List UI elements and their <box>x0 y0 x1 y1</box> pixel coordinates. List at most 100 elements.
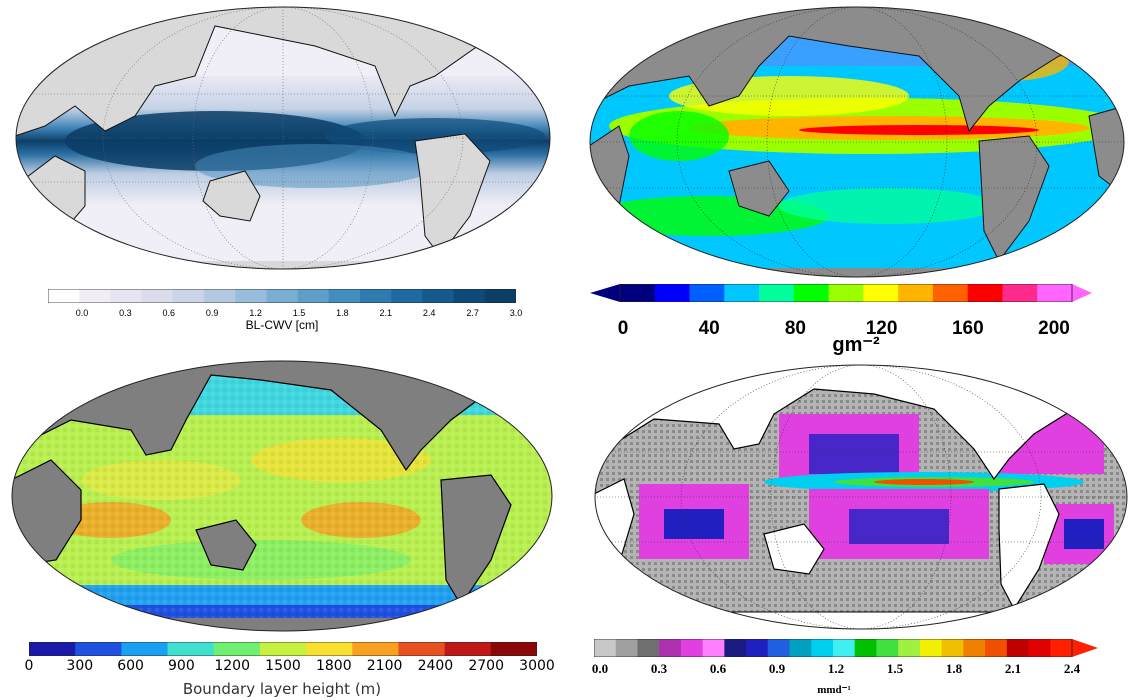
colorbar-segment <box>702 639 725 657</box>
colorbar-outline <box>594 639 1073 657</box>
colorbar-tick-label: 0.6 <box>709 661 727 676</box>
colorbar-segment <box>360 289 392 303</box>
colorbar-extend-high <box>1072 284 1092 302</box>
colorbar-segment <box>48 289 80 303</box>
colorbar-segment <box>637 639 660 657</box>
colorbar-extend-low <box>590 284 620 302</box>
colorbar-precip <box>594 639 1098 657</box>
colorbar-segment <box>172 289 205 303</box>
colorbar-tick-label: 200 <box>1038 318 1070 339</box>
colorbar-title-bl-cwv: BL-CWV [cm] <box>245 318 319 332</box>
colorbar-title-blh: Boundary layer height (m) <box>182 680 382 698</box>
colorbar-segment <box>391 289 423 303</box>
colorbar-segment <box>759 284 795 302</box>
colorbar-segment <box>854 639 877 657</box>
colorbar-tick-label: 0.9 <box>205 308 219 318</box>
colorbar-tick-label: 1.5 <box>292 308 306 318</box>
colorbar-segment <box>689 284 725 302</box>
colorbar-segment <box>121 642 169 656</box>
colorbar-tick-label: 0.0 <box>591 661 609 676</box>
colorbar-segment <box>398 642 446 656</box>
colorbar-segment <box>767 639 791 657</box>
colorbar-segment <box>833 639 856 657</box>
colorbar-segment <box>1050 639 1073 657</box>
colorbar-segment <box>235 289 267 303</box>
colorbar-tick-label: 2.4 <box>1063 661 1081 676</box>
colorbar-segment <box>204 289 236 303</box>
colorbar-segment <box>789 639 812 657</box>
colorbar-tick-label: 0 <box>617 318 629 339</box>
colorbar-tick-label: 0.6 <box>162 308 176 318</box>
colorbar-segment <box>620 284 656 302</box>
colorbar-bl-cwv <box>48 289 516 303</box>
colorbar-tick-label: 2100 <box>366 658 403 674</box>
colorbar-tick-label: 1.2 <box>827 661 845 676</box>
colorbar-segment <box>615 639 638 657</box>
map-bl-cwv <box>15 6 551 270</box>
colorbar-segment <box>932 284 969 302</box>
colorbar-tick-label: 1.2 <box>249 308 262 318</box>
colorbar-tick-label: 600 <box>117 658 144 674</box>
colorbar-segment <box>654 284 691 302</box>
colorbar-segment <box>167 642 215 656</box>
colorbar-segment <box>793 284 830 302</box>
colorbar-extend-high <box>1072 639 1098 657</box>
colorbar-segment <box>898 639 921 657</box>
colorbar-tick-label: 1500 <box>265 658 301 674</box>
colorbar-segment <box>941 639 964 657</box>
colorbar-tick-label: 2.7 <box>466 308 479 318</box>
colorbar-segment <box>659 639 682 657</box>
colorbar-tick-label: 0.3 <box>650 661 668 676</box>
colorbar-blh <box>29 642 537 656</box>
colorbar-segment <box>422 289 455 303</box>
colorbar-tick-label: 2.1 <box>1004 661 1022 676</box>
colorbar-segment <box>259 642 307 656</box>
colorbar-tick-label: 900 <box>168 658 195 674</box>
colorbar-tick-label: 160 <box>951 318 984 339</box>
colorbar-tick-label: 1.5 <box>886 661 904 676</box>
colorbar-segment <box>919 639 943 657</box>
colorbar-segment <box>985 639 1008 657</box>
colorbar-segment <box>213 642 261 656</box>
colorbar-tick-label: 300 <box>66 658 94 674</box>
colorbar-segment <box>898 284 934 302</box>
map-precip <box>594 364 1128 630</box>
colorbar-tick-label: 120 <box>865 318 898 339</box>
colorbar-segment <box>963 639 986 657</box>
colorbar-segment <box>79 289 111 303</box>
colorbar-lwp <box>590 284 1092 302</box>
colorbar-tick-label: 40 <box>698 318 720 339</box>
colorbar-tick-label: 1800 <box>315 658 352 674</box>
colorbar-segment <box>811 639 834 657</box>
colorbar-segment <box>1037 284 1073 302</box>
colorbar-title-precip: mmd⁻¹ <box>817 684 851 696</box>
colorbar-segment <box>75 642 122 656</box>
colorbar-tick-label: 3000 <box>519 658 555 674</box>
colorbar-segment <box>724 284 760 302</box>
colorbar-tick-label: 0 <box>24 658 34 674</box>
colorbar-segment <box>490 642 537 656</box>
colorbar-segment <box>594 639 617 657</box>
colorbar-tick-label: 0.0 <box>75 308 89 318</box>
colorbar-segment <box>1006 639 1030 657</box>
colorbar-segment <box>29 642 76 656</box>
map-lwp <box>589 6 1125 278</box>
colorbar-segment <box>444 642 492 656</box>
colorbar-segment <box>680 639 704 657</box>
colorbar-segment <box>352 642 399 656</box>
colorbar-segment <box>141 289 174 303</box>
colorbar-segment <box>863 284 899 302</box>
colorbar-title-lwp: gm⁻² <box>832 334 880 356</box>
colorbar-segment <box>828 284 864 302</box>
colorbar-segment <box>110 289 143 303</box>
colorbar-segment <box>266 289 299 303</box>
colorbar-outline <box>619 284 1073 302</box>
colorbar-segment <box>453 289 486 303</box>
colorbar-segment <box>724 639 747 657</box>
colorbar-tick-label: 3.0 <box>509 308 523 318</box>
colorbar-segment <box>484 289 516 303</box>
colorbar-tick-label: 2.4 <box>422 308 436 318</box>
colorbar-segment <box>967 284 1003 302</box>
colorbar-segment <box>746 639 769 657</box>
colorbar-segment <box>297 289 330 303</box>
